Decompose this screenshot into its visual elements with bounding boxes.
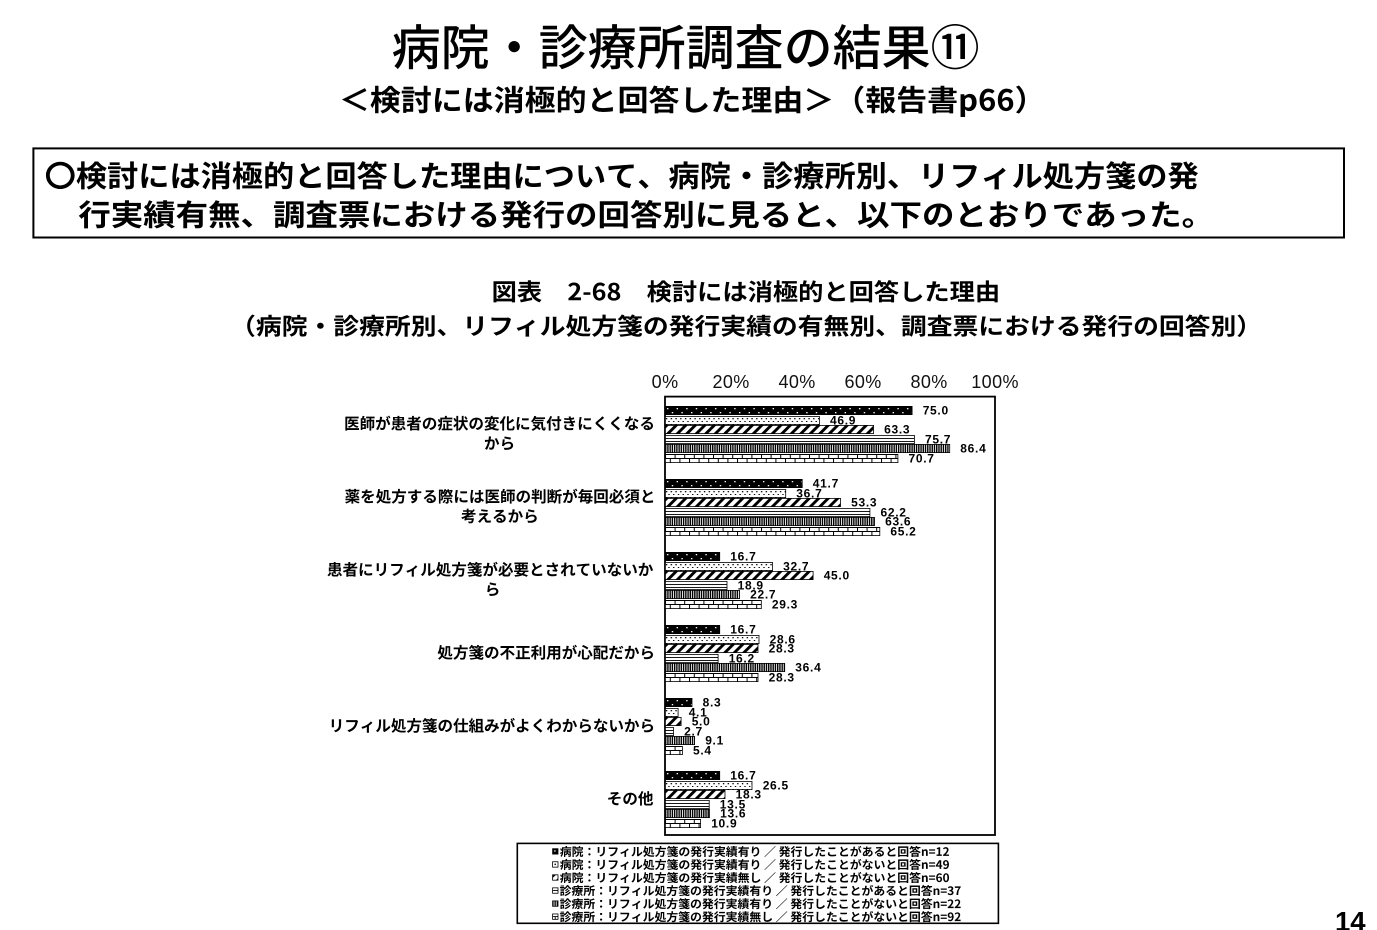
svg-text:63.6: 63.6 — [885, 515, 911, 529]
svg-text:36.4: 36.4 — [795, 661, 821, 675]
svg-text:10.9: 10.9 — [711, 817, 737, 831]
svg-text:63.3: 63.3 — [884, 423, 910, 437]
svg-text:5.0: 5.0 — [692, 715, 711, 729]
svg-text:13.6: 13.6 — [720, 807, 746, 821]
svg-text:16.7: 16.7 — [730, 550, 756, 564]
svg-text:62.2: 62.2 — [881, 506, 907, 520]
svg-text:20%: 20% — [712, 372, 749, 392]
svg-text:8.3: 8.3 — [703, 696, 722, 710]
svg-text:5.4: 5.4 — [693, 744, 712, 758]
svg-text:53.3: 53.3 — [851, 496, 877, 510]
svg-text:14: 14 — [1335, 906, 1366, 930]
svg-text:18.3: 18.3 — [736, 788, 762, 802]
svg-text:46.9: 46.9 — [830, 414, 856, 428]
svg-text:4.1: 4.1 — [689, 706, 708, 720]
svg-text:36.7: 36.7 — [796, 487, 822, 501]
svg-text:75.0: 75.0 — [923, 404, 949, 418]
svg-text:28.3: 28.3 — [769, 642, 795, 656]
svg-text:80%: 80% — [910, 372, 947, 392]
svg-text:16.7: 16.7 — [730, 769, 756, 783]
svg-text:40%: 40% — [778, 372, 815, 392]
svg-text:22.7: 22.7 — [750, 588, 776, 602]
svg-text:2.7: 2.7 — [684, 725, 703, 739]
svg-text:65.2: 65.2 — [890, 525, 916, 539]
svg-text:45.0: 45.0 — [824, 569, 850, 583]
svg-text:100%: 100% — [971, 372, 1019, 392]
svg-text:13.5: 13.5 — [720, 798, 746, 812]
svg-text:86.4: 86.4 — [960, 442, 986, 456]
svg-text:70.7: 70.7 — [909, 452, 935, 466]
svg-text:9.1: 9.1 — [705, 734, 724, 748]
svg-text:16.7: 16.7 — [730, 623, 756, 637]
svg-text:28.3: 28.3 — [769, 671, 795, 685]
svg-text:16.2: 16.2 — [729, 652, 755, 666]
svg-text:32.7: 32.7 — [783, 560, 809, 574]
svg-text:26.5: 26.5 — [763, 779, 789, 793]
svg-text:28.6: 28.6 — [770, 633, 796, 647]
svg-text:18.9: 18.9 — [738, 579, 764, 593]
svg-text:75.7: 75.7 — [925, 433, 951, 447]
svg-text:0%: 0% — [652, 372, 679, 392]
svg-text:29.3: 29.3 — [772, 598, 798, 612]
svg-text:41.7: 41.7 — [813, 477, 839, 491]
svg-text:60%: 60% — [844, 372, 881, 392]
